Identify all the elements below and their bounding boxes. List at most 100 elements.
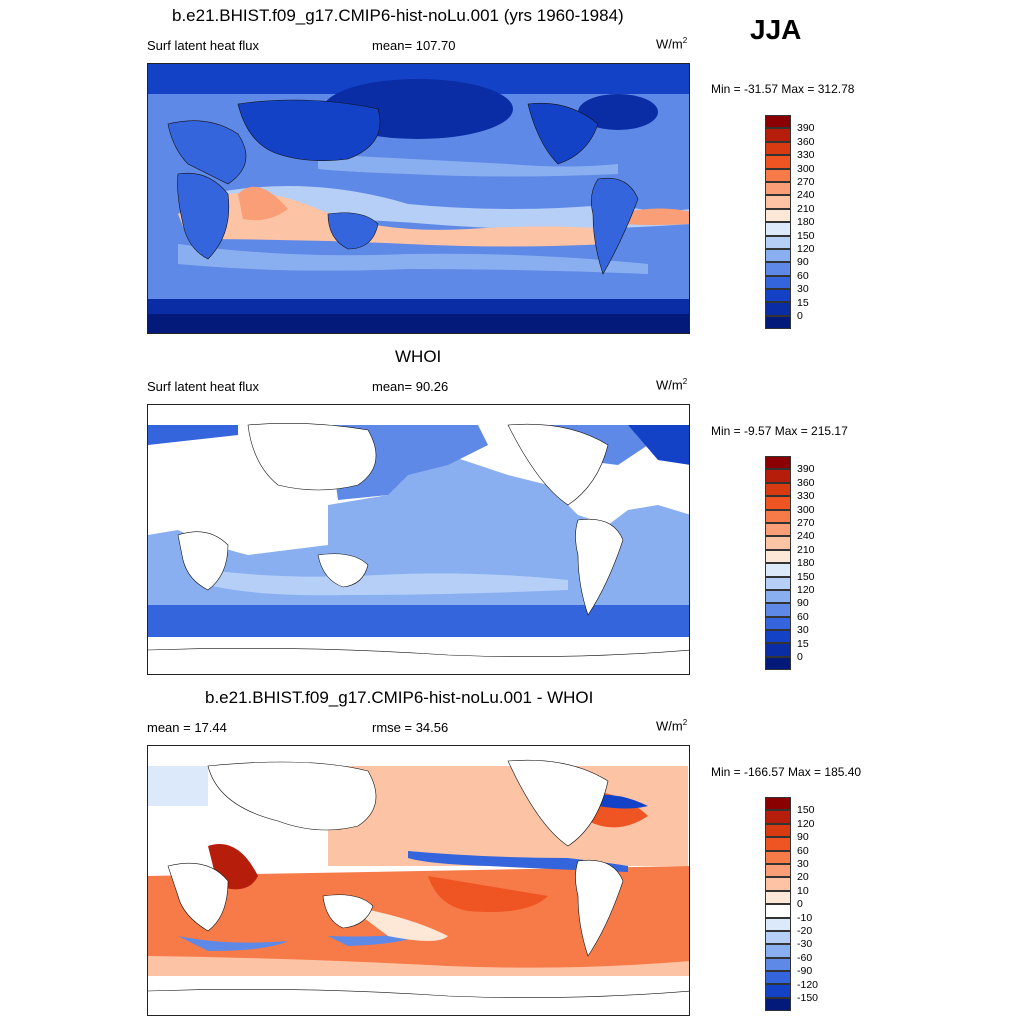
colorbar-swatch xyxy=(765,275,791,290)
colorbar-tick-label: 60 xyxy=(797,610,809,623)
colorbar-tick-label: 150 xyxy=(797,804,815,817)
colorbar-tick-label: 60 xyxy=(797,844,809,857)
colorbar-swatch xyxy=(765,997,791,1012)
colorbar-swatch xyxy=(765,823,791,838)
colorbar-swatch xyxy=(765,837,791,851)
colorbar-swatch xyxy=(765,589,791,604)
colorbar-swatch xyxy=(765,235,791,249)
colorbar-swatch xyxy=(765,944,791,958)
colorbar-swatch xyxy=(765,643,791,657)
panel2-title: WHOI xyxy=(395,347,442,366)
season-label: JJA xyxy=(750,14,802,45)
colorbar-swatch xyxy=(765,957,791,972)
colorbar-tick-label: 360 xyxy=(797,476,815,489)
colorbar-tick-label: -30 xyxy=(797,938,813,951)
colorbar-tick-label: 30 xyxy=(797,858,809,870)
colorbar-swatch xyxy=(765,877,791,891)
colorbar-swatch xyxy=(765,603,791,617)
colorbar-tick-label: 120 xyxy=(797,584,815,596)
colorbar-swatch xyxy=(765,168,791,182)
colorbar-tick-label: 210 xyxy=(797,543,815,556)
colorbar-swatch xyxy=(765,810,791,824)
colorbar-swatch xyxy=(765,456,791,470)
colorbar-tick-label: -20 xyxy=(797,925,813,937)
colorbar-tick-label: 390 xyxy=(797,463,815,476)
panel1-colorbar xyxy=(765,115,791,330)
colorbar-swatch xyxy=(765,248,791,263)
colorbar-swatch xyxy=(765,797,791,811)
colorbar-swatch xyxy=(765,222,791,236)
colorbar-tick-label: 150 xyxy=(797,570,815,583)
panel2-colorbar xyxy=(765,456,791,671)
colorbar-tick-label: 15 xyxy=(797,296,809,309)
colorbar-swatch xyxy=(765,195,791,209)
panel1-map xyxy=(147,63,690,334)
colorbar-swatch xyxy=(765,115,791,129)
colorbar-tick-label: 240 xyxy=(797,530,815,543)
panel1-units-label: W/m2 xyxy=(656,36,688,52)
colorbar-tick-label: 360 xyxy=(797,135,815,148)
colorbar-swatch xyxy=(765,141,791,156)
colorbar-swatch xyxy=(765,630,791,644)
panel2-variable-label: Surf latent heat flux xyxy=(147,379,260,394)
colorbar-swatch xyxy=(765,289,791,303)
panel1-mean-label: mean= 107.70 xyxy=(372,38,456,53)
colorbar-tick-label: 0 xyxy=(797,898,803,911)
colorbar-tick-label: 60 xyxy=(797,269,809,282)
panel2-minmax-label: Min = -9.57 Max = 215.17 xyxy=(711,424,848,438)
panel1-variable-label: Surf latent heat flux xyxy=(147,38,260,53)
panel3-minmax-label: Min = -166.57 Max = 185.40 xyxy=(711,765,862,779)
colorbar-swatch xyxy=(765,181,791,196)
panel3-units-label: W/m2 xyxy=(656,718,688,734)
colorbar-swatch xyxy=(765,917,791,931)
colorbar-tick-label: 120 xyxy=(797,817,815,830)
colorbar-swatch xyxy=(765,496,791,510)
colorbar-swatch xyxy=(765,262,791,276)
colorbar-swatch xyxy=(765,482,791,497)
colorbar-swatch xyxy=(765,890,791,905)
colorbar-tick-label: 90 xyxy=(797,597,809,610)
colorbar-tick-label: 10 xyxy=(797,884,809,897)
colorbar-tick-label: 30 xyxy=(797,283,809,296)
colorbar-swatch xyxy=(765,315,791,330)
colorbar-tick-label: 15 xyxy=(797,637,809,650)
colorbar-tick-label: 150 xyxy=(797,229,815,242)
colorbar-tick-label: 90 xyxy=(797,831,809,844)
panel2-units-label: W/m2 xyxy=(656,377,688,393)
colorbar-tick-label: 180 xyxy=(797,216,815,229)
panel3-rmse-label: rmse = 34.56 xyxy=(372,720,449,735)
colorbar-swatch xyxy=(765,522,791,537)
colorbar-tick-label: 330 xyxy=(797,490,815,503)
colorbar-tick-label: 180 xyxy=(797,557,815,570)
colorbar-tick-label: -120 xyxy=(797,978,819,991)
colorbar-tick-label: 120 xyxy=(797,243,815,255)
colorbar-swatch xyxy=(765,656,791,671)
colorbar-swatch xyxy=(765,904,791,918)
colorbar-swatch xyxy=(765,549,791,564)
colorbar-swatch xyxy=(765,616,791,631)
colorbar-tick-label: 330 xyxy=(797,149,815,162)
colorbar-swatch xyxy=(765,930,791,945)
panel3-mean-label: mean = 17.44 xyxy=(147,720,227,735)
colorbar-swatch xyxy=(765,850,791,864)
colorbar-swatch xyxy=(765,469,791,483)
colorbar-tick-label: 210 xyxy=(797,202,815,215)
colorbar-swatch xyxy=(765,971,791,985)
panel1-minmax-label: Min = -31.57 Max = 312.78 xyxy=(711,82,855,96)
colorbar-tick-label: 240 xyxy=(797,189,815,202)
colorbar-swatch xyxy=(765,208,791,223)
panel3-map xyxy=(147,745,690,1016)
panel2-mean-label: mean= 90.26 xyxy=(372,379,449,394)
panel2-map xyxy=(147,404,690,675)
colorbar-swatch xyxy=(765,509,791,523)
colorbar-swatch xyxy=(765,576,791,590)
colorbar-tick-label: -60 xyxy=(797,951,813,964)
colorbar-tick-label: 390 xyxy=(797,122,815,135)
colorbar-tick-label: 270 xyxy=(797,517,815,529)
colorbar-tick-label: 300 xyxy=(797,162,815,175)
colorbar-tick-label: -150 xyxy=(797,992,819,1004)
colorbar-swatch xyxy=(765,302,791,316)
colorbar-tick-label: 270 xyxy=(797,176,815,188)
colorbar-tick-label: 90 xyxy=(797,256,809,269)
colorbar-tick-label: -90 xyxy=(797,965,813,978)
